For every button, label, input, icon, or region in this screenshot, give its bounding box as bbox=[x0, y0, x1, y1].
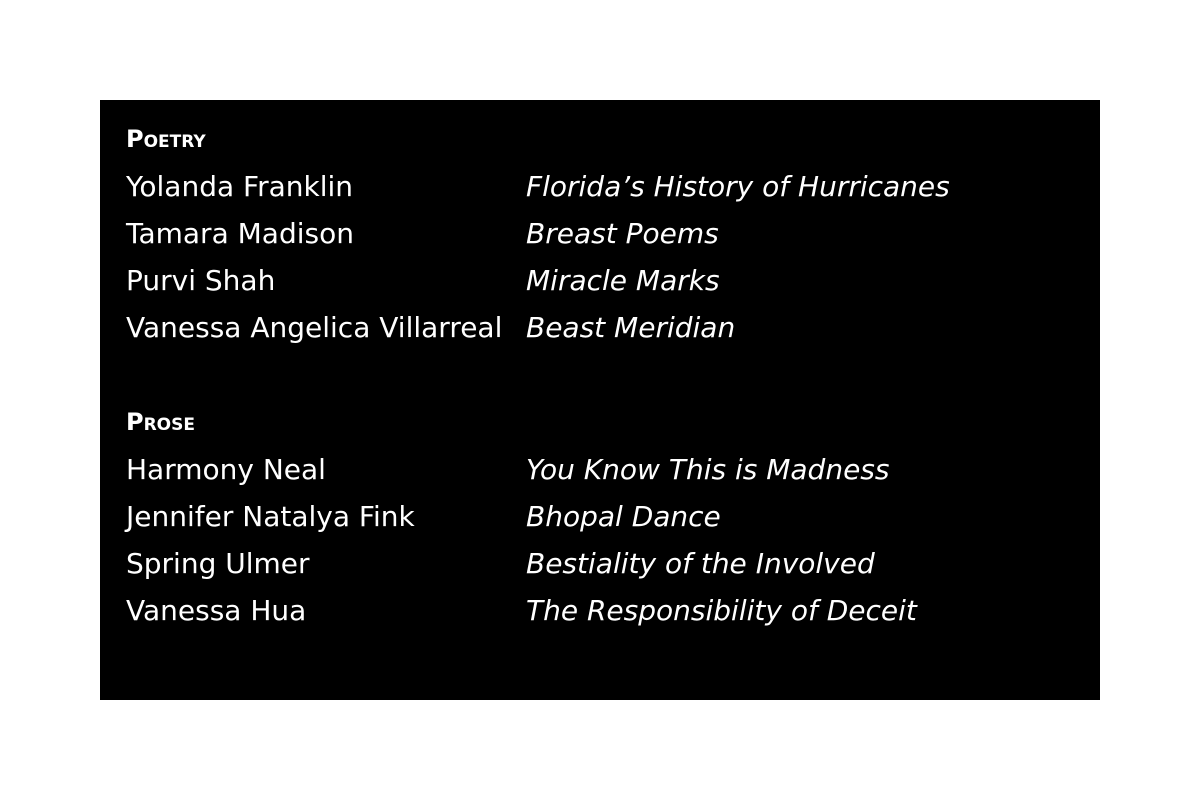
book-title: Bestiality of the Involved bbox=[526, 547, 875, 580]
author: Spring Ulmer bbox=[126, 547, 310, 580]
author: Jennifer Natalya Fink bbox=[126, 500, 415, 533]
author: Tamara Madison bbox=[126, 217, 354, 250]
author: Yolanda Franklin bbox=[126, 170, 354, 203]
author: Harmony Neal bbox=[126, 453, 326, 486]
book-title: Breast Poems bbox=[526, 217, 719, 250]
list-item: Spring Ulmer Bestiality of the Involved bbox=[126, 540, 875, 587]
book-title: Bhopal Dance bbox=[526, 500, 721, 533]
author: Vanessa Angelica Villarreal bbox=[126, 311, 503, 344]
list-item: Jennifer Natalya Fink Bhopal Dance bbox=[126, 493, 721, 540]
book-title: The Responsibility of Deceit bbox=[526, 594, 917, 627]
list-panel: Poetry Yolanda Franklin Florida’s History… bbox=[100, 100, 1100, 700]
book-title: Miracle Marks bbox=[526, 264, 720, 297]
list-item: Vanessa Angelica Villarreal Beast Meridia… bbox=[126, 304, 735, 351]
list-item: Tamara Madison Breast Poems bbox=[126, 210, 719, 257]
author: Purvi Shah bbox=[126, 264, 276, 297]
list-item: Harmony Neal You Know This is Madness bbox=[126, 446, 889, 493]
book-title: Florida’s History of Hurricanes bbox=[526, 170, 950, 203]
section-heading-poetry: Poetry bbox=[126, 125, 206, 153]
list-item: Vanessa Hua The Responsibility of Deceit bbox=[126, 587, 917, 634]
list-item: Yolanda Franklin Florida’s History of Hur… bbox=[126, 163, 950, 210]
book-title: Beast Meridian bbox=[526, 311, 736, 344]
author: Vanessa Hua bbox=[126, 594, 307, 627]
section-heading-prose: Prose bbox=[126, 408, 195, 436]
book-title: You Know This is Madness bbox=[526, 453, 890, 486]
list-item: Purvi Shah Miracle Marks bbox=[126, 257, 720, 304]
